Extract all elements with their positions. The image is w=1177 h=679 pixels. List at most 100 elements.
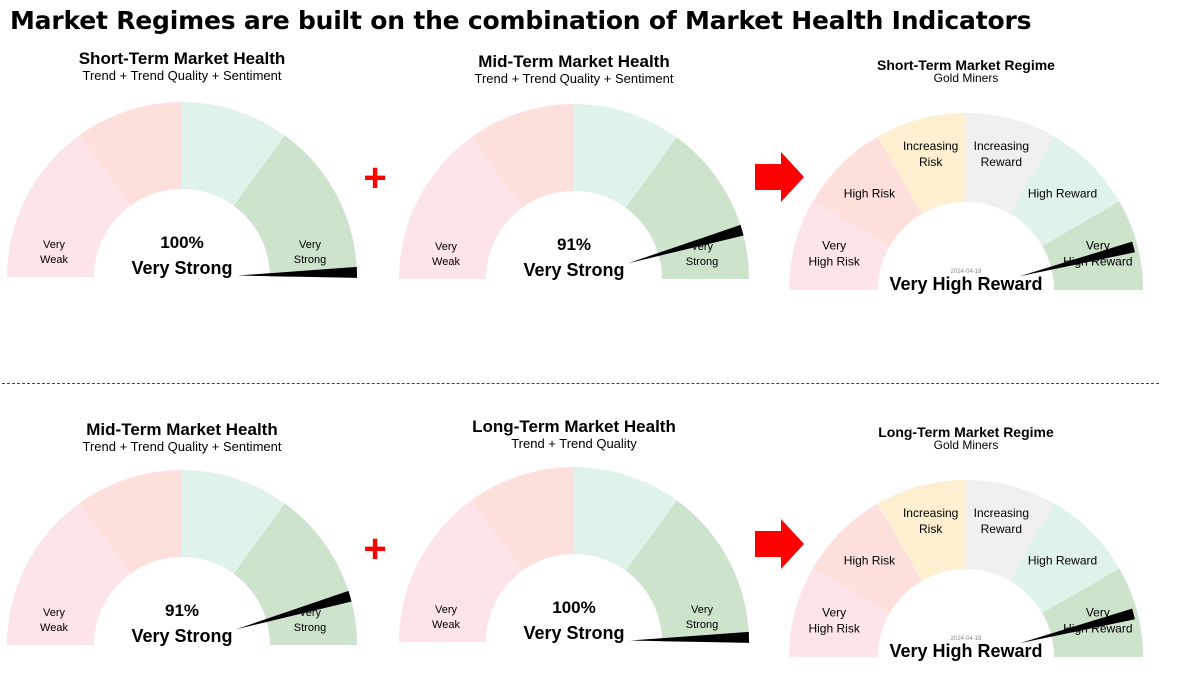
gauge-subtitle: Trend + Trend Quality — [511, 436, 637, 451]
very-weak-label: Very — [435, 241, 458, 253]
high-reward-label: High Reward — [1028, 553, 1097, 567]
gauge-title: Mid-Term Market Health — [478, 52, 670, 71]
gauge-needle — [627, 224, 744, 264]
regime-needle — [1019, 241, 1135, 277]
regime-subtitle: Gold Miners — [933, 71, 999, 85]
increasing-reward-label: Increasing — [974, 506, 1029, 520]
gauge-needle — [235, 590, 352, 630]
high-risk-zone — [812, 136, 922, 246]
very-strong-zone — [233, 135, 357, 277]
very-high-risk-label: High Risk — [808, 255, 860, 269]
arrow-shape — [755, 152, 804, 202]
weak-zone — [79, 102, 182, 206]
very-high-reward-zone — [1042, 568, 1143, 657]
gauge-title: Short-Term Market Health — [78, 49, 286, 68]
very-weak-zone — [399, 500, 523, 642]
gauge-subtitle: Trend + Trend Quality + Sentiment — [474, 71, 674, 86]
high-reward-zone — [1010, 503, 1120, 613]
strong-zone — [574, 104, 677, 208]
gauge-status: Very Strong — [131, 258, 232, 278]
very-strong-zone — [233, 503, 357, 645]
very-weak-label: Weak — [432, 256, 460, 268]
very-high-risk-label: Very — [822, 606, 846, 620]
very-weak-label: Very — [43, 607, 66, 619]
high-risk-label: High Risk — [844, 186, 896, 200]
strong-zone — [182, 102, 285, 206]
very-strong-zone — [625, 500, 749, 642]
increasing-reward-zone — [966, 480, 1055, 581]
very-weak-label: Weak — [40, 254, 68, 266]
section-divider — [2, 383, 1159, 384]
increasing-risk-label: Risk — [919, 522, 943, 536]
very-strong-label: Strong — [294, 622, 326, 634]
gauge-value: 91% — [165, 601, 199, 620]
very-strong-label: Very — [299, 239, 322, 251]
gauge-status: Very Strong — [131, 626, 232, 646]
regime-title: Short-Term Market Regime — [877, 57, 1055, 73]
very-high-reward-label: Very — [1086, 606, 1110, 620]
very-high-risk-label: Very — [822, 239, 846, 253]
gauge-subtitle: Trend + Trend Quality + Sentiment — [82, 439, 282, 454]
regime-subtitle: Gold Miners — [933, 438, 999, 452]
very-weak-label: Very — [435, 604, 458, 616]
regime-date: 2024-04-18 — [951, 636, 982, 642]
gauge-value: 100% — [160, 233, 203, 252]
increasing-reward-label: Reward — [981, 522, 1022, 536]
gauge-needle — [237, 266, 358, 278]
page-title: Market Regimes are built on the combinat… — [10, 6, 1032, 35]
very-weak-zone — [399, 137, 523, 279]
very-weak-label: Weak — [40, 622, 68, 634]
very-weak-zone — [7, 135, 131, 277]
very-high-risk-zone — [789, 201, 890, 290]
very-high-risk-zone — [789, 568, 890, 657]
regime-title: Long-Term Market Regime — [878, 424, 1054, 440]
high-risk-zone — [812, 503, 922, 613]
weak-zone — [471, 104, 574, 208]
very-strong-label: Strong — [686, 256, 718, 268]
gauge-title: Long-Term Market Health — [472, 417, 676, 436]
very-strong-label: Strong — [686, 619, 718, 631]
gauge-title: Mid-Term Market Health — [86, 420, 278, 439]
regime-needle — [1019, 608, 1135, 644]
increasing-reward-label: Reward — [981, 155, 1022, 169]
regime-status: Very High Reward — [889, 274, 1042, 294]
very-strong-label: Strong — [294, 254, 326, 266]
very-high-reward-label: Very — [1086, 239, 1110, 253]
weak-zone — [79, 470, 182, 574]
gauge-needle — [629, 631, 750, 643]
increasing-reward-label: Increasing — [974, 139, 1029, 153]
gauge-subtitle: Trend + Trend Quality + Sentiment — [82, 68, 282, 83]
gauge-status: Very Strong — [523, 623, 624, 643]
very-strong-label: Very — [691, 604, 714, 616]
increasing-risk-zone — [877, 113, 966, 214]
very-high-reward-zone — [1042, 201, 1143, 290]
regime-status: Very High Reward — [889, 641, 1042, 661]
weak-zone — [471, 467, 574, 571]
increasing-risk-label: Risk — [919, 155, 943, 169]
high-reward-zone — [1010, 136, 1120, 246]
plus-sign: + — [363, 156, 387, 200]
increasing-risk-label: Increasing — [903, 139, 958, 153]
plus-sign: + — [363, 527, 387, 571]
very-weak-label: Very — [43, 239, 66, 251]
strong-zone — [182, 470, 285, 574]
strong-zone — [574, 467, 677, 571]
high-risk-label: High Risk — [844, 553, 896, 567]
very-weak-zone — [7, 503, 131, 645]
very-strong-zone — [625, 137, 749, 279]
gauge-value: 100% — [552, 598, 595, 617]
very-weak-label: Weak — [432, 619, 460, 631]
increasing-risk-zone — [877, 480, 966, 581]
increasing-risk-label: Increasing — [903, 506, 958, 520]
gauge-status: Very Strong — [523, 260, 624, 280]
increasing-reward-zone — [966, 113, 1055, 214]
arrow-shape — [755, 519, 804, 569]
